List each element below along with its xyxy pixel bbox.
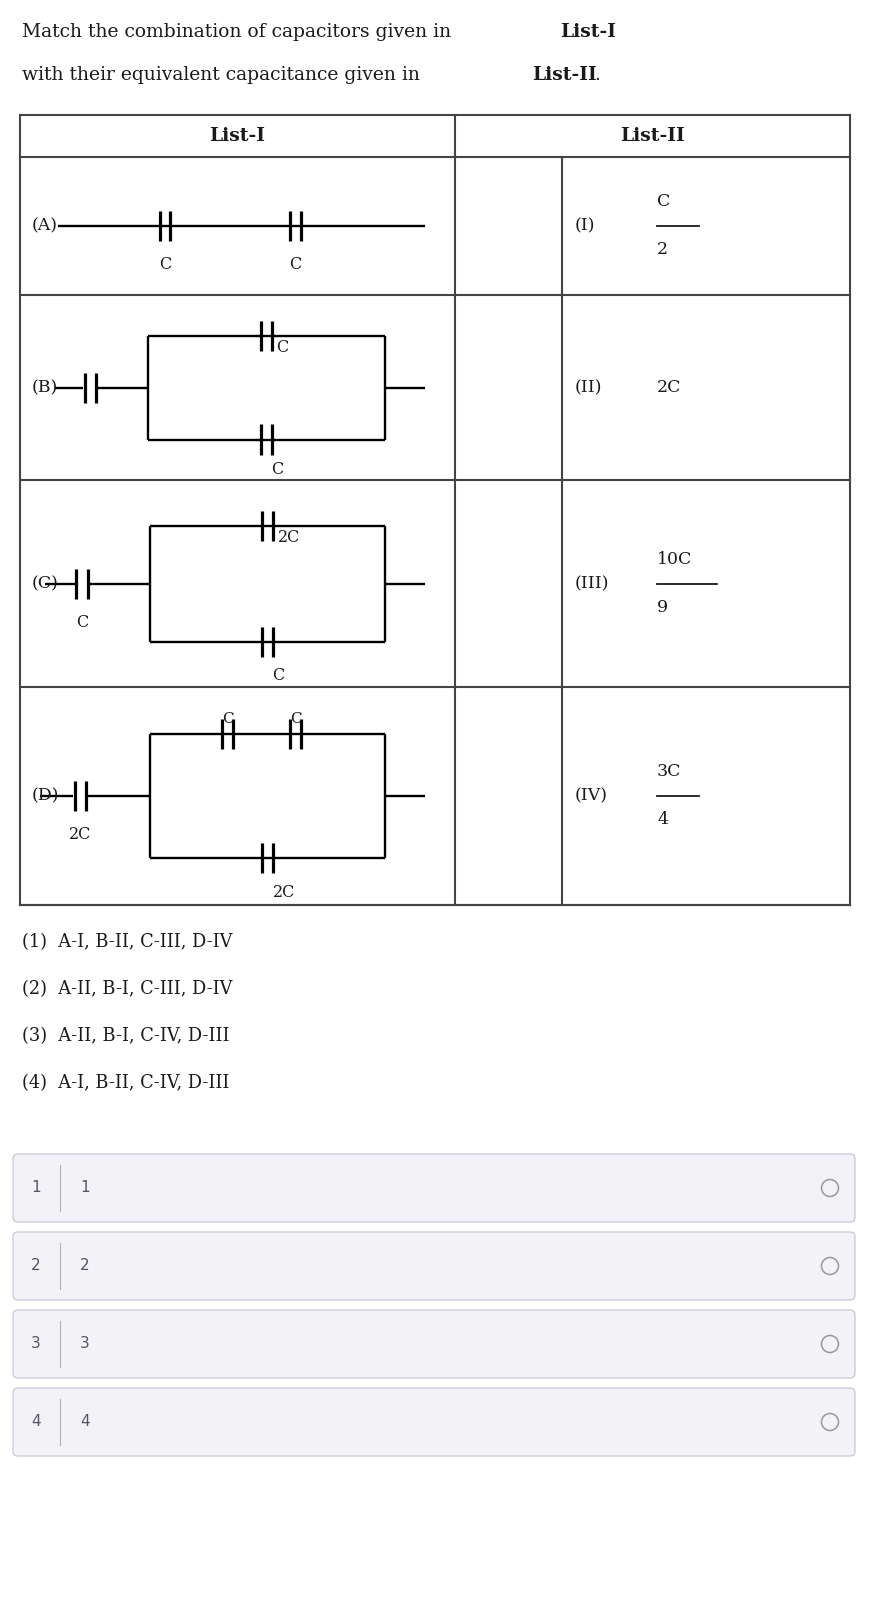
Text: 2C: 2C — [657, 379, 681, 396]
Text: (1)  A-I, B-II, C-III, D-IV: (1) A-I, B-II, C-III, D-IV — [22, 933, 233, 952]
Text: 2C: 2C — [69, 827, 91, 843]
Text: 1: 1 — [31, 1181, 41, 1196]
Text: 3: 3 — [31, 1337, 41, 1351]
FancyBboxPatch shape — [13, 1388, 855, 1456]
Text: 4: 4 — [657, 812, 668, 828]
Text: Match the combination of capacitors given in: Match the combination of capacitors give… — [22, 22, 457, 42]
Text: C: C — [222, 713, 233, 725]
Text: (C): (C) — [32, 575, 59, 592]
Text: C: C — [272, 462, 284, 478]
Text: List-I: List-I — [560, 22, 616, 42]
Text: List-II: List-II — [532, 66, 597, 83]
FancyBboxPatch shape — [13, 1154, 855, 1221]
Text: (2)  A-II, B-I, C-III, D-IV: (2) A-II, B-I, C-III, D-IV — [22, 981, 233, 998]
Text: 10C: 10C — [657, 551, 692, 568]
Text: 3C: 3C — [657, 764, 681, 780]
Text: 3: 3 — [80, 1337, 90, 1351]
Text: C: C — [76, 613, 88, 631]
Text: (A): (A) — [32, 218, 58, 234]
Text: List-II: List-II — [620, 127, 685, 144]
Text: C: C — [289, 257, 301, 273]
Text: C: C — [159, 257, 171, 273]
Text: .: . — [594, 66, 600, 83]
Text: 2C: 2C — [273, 884, 295, 900]
FancyBboxPatch shape — [13, 1310, 855, 1379]
Text: 4: 4 — [80, 1414, 90, 1430]
Text: with their equivalent capacitance given in: with their equivalent capacitance given … — [22, 66, 426, 83]
Text: C: C — [276, 339, 289, 355]
Text: 2: 2 — [657, 241, 668, 258]
Text: C: C — [273, 666, 285, 684]
Text: (3)  A-II, B-I, C-IV, D-III: (3) A-II, B-I, C-IV, D-III — [22, 1027, 229, 1045]
Text: 9: 9 — [657, 599, 668, 616]
Text: 2C: 2C — [278, 530, 300, 546]
Text: C: C — [657, 194, 671, 210]
Text: 4: 4 — [31, 1414, 41, 1430]
Text: (I): (I) — [575, 218, 596, 234]
Text: (III): (III) — [575, 575, 610, 592]
Text: (IV): (IV) — [575, 788, 608, 804]
Text: 2: 2 — [80, 1258, 90, 1273]
Text: (II): (II) — [575, 379, 603, 396]
Text: List-I: List-I — [210, 127, 266, 144]
Text: (D): (D) — [32, 788, 59, 804]
Text: C: C — [290, 713, 301, 725]
Text: (4)  A-I, B-II, C-IV, D-III: (4) A-I, B-II, C-IV, D-III — [22, 1074, 229, 1091]
Text: 2: 2 — [31, 1258, 41, 1273]
Text: 1: 1 — [80, 1181, 90, 1196]
Text: (B): (B) — [32, 379, 58, 396]
FancyBboxPatch shape — [13, 1233, 855, 1300]
